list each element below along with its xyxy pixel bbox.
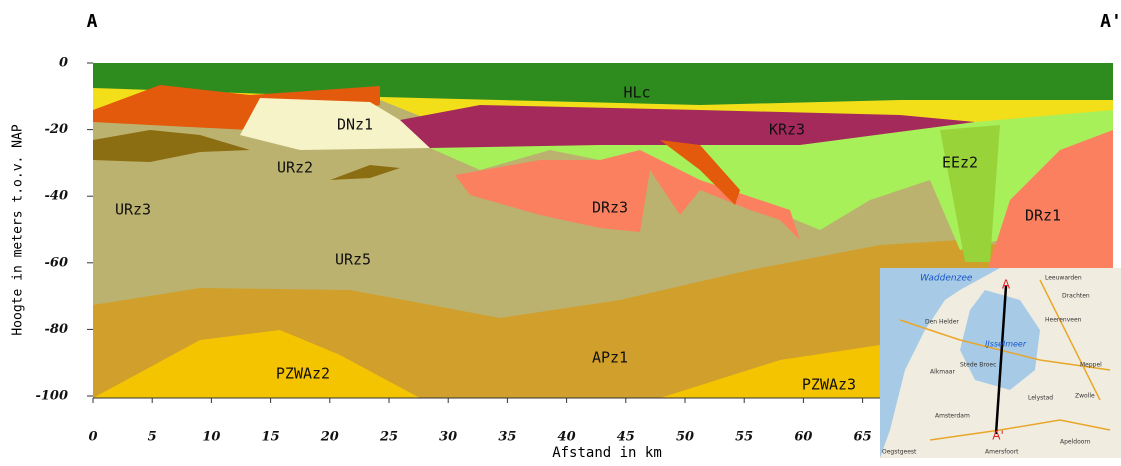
unit-label: URz2 [277, 159, 313, 177]
map-label: Zwolle [1075, 393, 1095, 400]
x-tick-label: 35 [498, 430, 516, 445]
map-label: Stede Broec [960, 362, 996, 369]
unit-label: APz1 [592, 349, 628, 367]
unit-label: PZWAz3 [802, 376, 856, 394]
y-tick-label: 0 [59, 56, 68, 71]
map-label: Apeldoorn [1060, 439, 1091, 446]
inset-map: A A' Waddenzee Leeuwarden Drachten Den H… [880, 268, 1121, 458]
map-label: Drachten [1062, 293, 1090, 300]
x-tick-label: 0 [88, 430, 97, 445]
unit-label: URz5 [335, 251, 371, 269]
unit-label: HLc [623, 84, 650, 102]
x-axis-label: Afstand in km [552, 445, 662, 461]
map-label: Den Helder [925, 319, 959, 326]
y-tick-label: -80 [45, 322, 69, 337]
map-label: Heerenveen [1045, 317, 1082, 324]
y-tick-label: -60 [45, 255, 69, 270]
unit-label: URz3 [115, 201, 151, 219]
x-tick-label: 25 [379, 430, 398, 445]
y-tick-label: -100 [35, 389, 68, 404]
x-tick-label: 60 [794, 430, 812, 445]
map-label: Meppel [1080, 362, 1102, 369]
start-label: A [87, 11, 98, 32]
x-tick-label: 50 [676, 430, 694, 445]
map-label: Amersfoort [985, 449, 1019, 456]
unit-label: EEz2 [942, 154, 978, 172]
end-label: A' [1100, 11, 1121, 32]
map-label: IJsselmeer [985, 340, 1027, 349]
x-tick-label: 40 [558, 430, 576, 445]
map-label: Waddenzee [920, 274, 973, 284]
y-tick-label: -20 [45, 122, 69, 137]
unit-label: DNz1 [337, 116, 373, 134]
x-tick-label: 20 [320, 430, 339, 445]
map-end: A' [992, 429, 1004, 443]
y-tick-label: -40 [45, 189, 69, 204]
x-tick-label: 65 [854, 430, 872, 445]
x-tick-label: 15 [262, 430, 280, 445]
map-start: A [1002, 278, 1011, 292]
map-label: Leeuwarden [1045, 275, 1082, 282]
map-label: Lelystad [1028, 395, 1053, 402]
unit-label: DRz3 [592, 199, 628, 217]
map-label: Oegstgeest [882, 449, 917, 456]
x-tick-label: 45 [617, 430, 635, 445]
map-label: Alkmaar [930, 369, 955, 376]
x-tick-label: 10 [202, 430, 220, 445]
x-tick-label: 30 [439, 430, 457, 445]
cross-section: A A' HLc DNz1 KRz3 EEz2 URz2 URz3 DRz3 D… [0, 0, 1121, 466]
unit-label: KRz3 [769, 121, 805, 139]
x-tick-label: 5 [148, 430, 157, 445]
unit-label: DRz1 [1025, 207, 1061, 225]
unit-label: PZWAz2 [276, 365, 330, 383]
y-axis-label: Hoogte in meters t.o.v. NAP [11, 124, 26, 335]
x-tick-label: 55 [735, 430, 753, 445]
map-label: Amsterdam [935, 413, 970, 420]
